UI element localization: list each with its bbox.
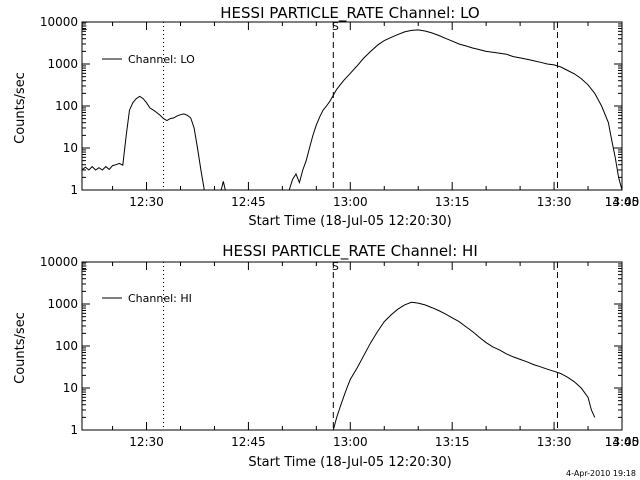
y-tick-label: 100	[55, 99, 78, 113]
x-tick-label: 13:15	[435, 435, 470, 449]
x-tick-label: 13:30	[537, 435, 572, 449]
series-line	[81, 95, 205, 191]
x-axis-label: Start Time (18-Jul-05 12:20:30)	[248, 455, 451, 470]
series-line	[332, 301, 596, 431]
series-line	[288, 29, 623, 191]
x-tick-label: 13:45	[605, 195, 640, 209]
y-tick-label: 1000	[47, 297, 78, 311]
legend-label: Channel: HI	[128, 292, 192, 305]
timestamp-label: 4-Apr-2010 19:18	[566, 469, 636, 478]
x-tick-label: 12:45	[231, 195, 266, 209]
x-tick-label: 12:45	[231, 435, 266, 449]
x-tick-label: 14:00	[605, 435, 640, 449]
series-line	[220, 181, 226, 191]
y-tick-label: 10	[63, 141, 78, 155]
y-axis-label: Counts/sec	[13, 72, 28, 144]
x-tick-label: 13:00	[333, 195, 368, 209]
x-tick-label: 14:00	[605, 195, 640, 209]
y-tick-label: 1	[70, 423, 78, 437]
x-tick-label: 13:45	[605, 435, 640, 449]
chart-panel-hi: HESSI PARTICLE_RATE Channel: HI Start Ti…	[13, 242, 639, 470]
y-tick-label: 10000	[40, 255, 78, 269]
data-series	[81, 29, 623, 191]
x-tick-label: 12:30	[129, 195, 164, 209]
x-tick-label: 13:00	[333, 435, 368, 449]
y-tick-label: 1000	[47, 57, 78, 71]
y-tick-label: 10	[63, 381, 78, 395]
y-tick-label: 10000	[40, 15, 78, 29]
plot-frame	[81, 21, 623, 191]
legend-label: Channel: LO	[128, 53, 195, 66]
y-tick-label: 100	[55, 339, 78, 353]
chart-panel-lo: HESSI PARTICLE_RATE Channel: LO Start Ti…	[13, 4, 639, 229]
x-tick-label: 13:30	[537, 195, 572, 209]
data-series	[332, 301, 596, 431]
y-tick-label: 1	[70, 183, 78, 197]
y-axis-label: Counts/sec	[13, 312, 28, 384]
chart-title: HESSI PARTICLE_RATE Channel: HI	[222, 242, 478, 261]
event-marker-label: S	[332, 20, 339, 33]
plot-frame	[81, 261, 623, 431]
event-marker-label: E	[81, 260, 88, 273]
legend: Channel: HI	[102, 292, 192, 305]
x-tick-label: 12:30	[129, 435, 164, 449]
event-marker-label: S	[332, 260, 339, 273]
x-tick-label: 13:15	[435, 195, 470, 209]
event-marker-label: E	[81, 20, 88, 33]
x-axis-label: Start Time (18-Jul-05 12:20:30)	[248, 214, 451, 229]
chart-title: HESSI PARTICLE_RATE Channel: LO	[220, 4, 479, 23]
legend: Channel: LO	[102, 53, 195, 66]
